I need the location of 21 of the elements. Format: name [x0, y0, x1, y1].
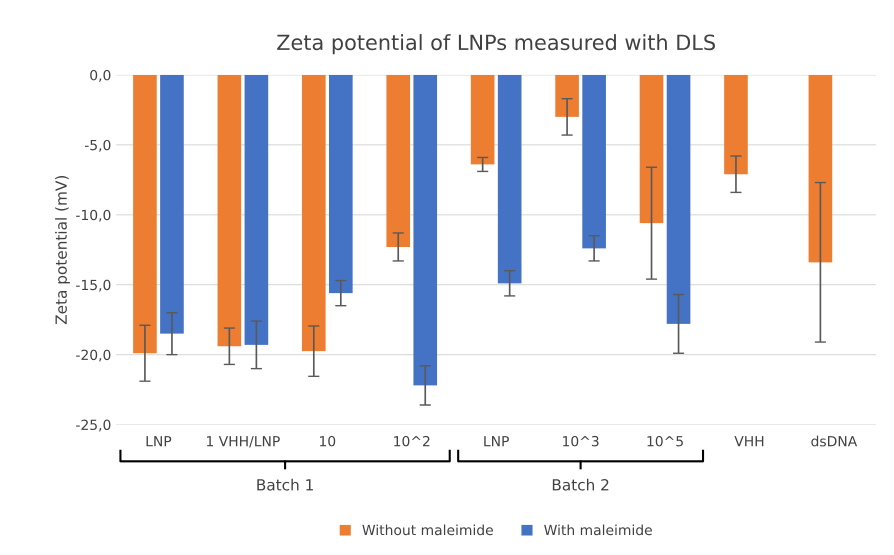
- y-tick-label: 0,0: [90, 70, 110, 82]
- x-tick-label: dsDNA: [811, 436, 858, 446]
- x-tick-label: LNP: [484, 436, 509, 446]
- y-axis-title: Zeta potential (mV): [55, 176, 70, 324]
- y-tick-label: -15,0: [76, 280, 110, 292]
- chart-title: Zeta potential of LNPs measured with DLS: [277, 34, 715, 54]
- x-tick-label: 10^3: [563, 436, 599, 446]
- y-tick-label: -25,0: [76, 420, 110, 432]
- x-tick-label: 1 VHH/LNP: [206, 436, 280, 448]
- text: Batch 2: [552, 478, 608, 491]
- y-tick-label: -10,0: [76, 210, 110, 222]
- text: Batch 1: [257, 478, 313, 491]
- y-tick-label: -20,0: [76, 350, 110, 362]
- x-tick-label: 10^5: [647, 436, 683, 446]
- x-tick-label: VHH: [734, 436, 764, 446]
- x-tick-label: 10: [320, 436, 336, 446]
- x-tick-label: LNP: [146, 436, 172, 446]
- x-tick-label: 10^2: [394, 436, 430, 446]
- legend-label: Without maleimide: [362, 524, 493, 536]
- legend-label: With maleimide: [544, 524, 652, 536]
- y-tick-label: -5,0: [84, 140, 110, 152]
